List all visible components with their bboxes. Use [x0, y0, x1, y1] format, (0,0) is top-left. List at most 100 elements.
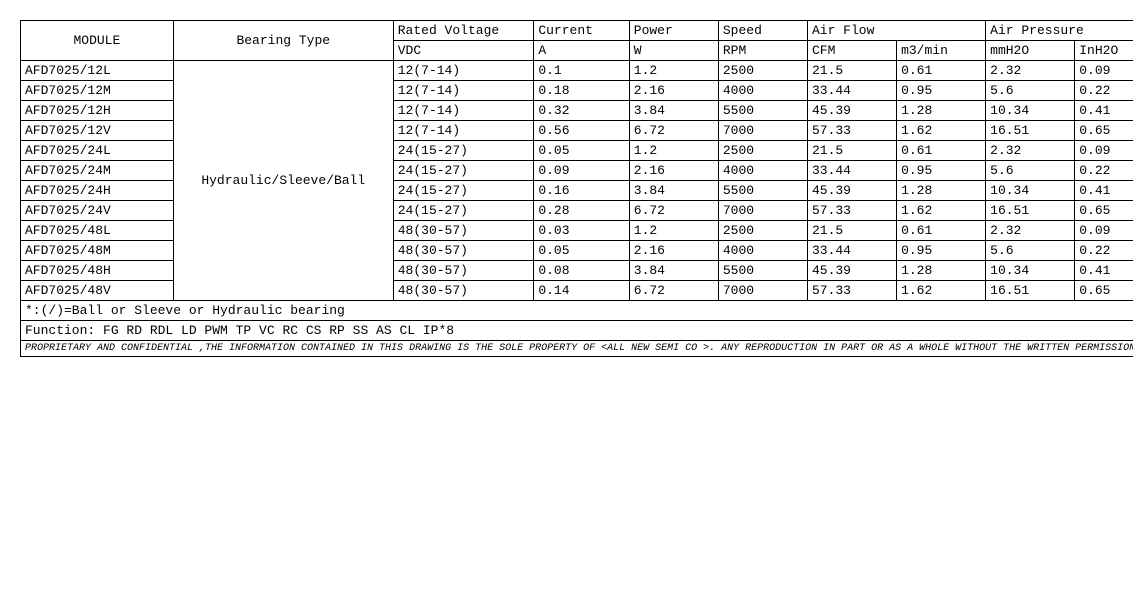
current-cell: 0.18	[534, 81, 629, 101]
module-cell: AFD7025/24H	[21, 181, 174, 201]
voltage-cell: 48(30-57)	[393, 261, 534, 281]
module-cell: AFD7025/48H	[21, 261, 174, 281]
cfm-cell: 45.39	[807, 261, 896, 281]
current-cell: 0.1	[534, 61, 629, 81]
footer-note-2-row: Function: FG RD RDL LD PWM TP VC RC CS R…	[21, 321, 1133, 341]
power-cell: 6.72	[629, 121, 718, 141]
voltage-cell: 12(7-14)	[393, 61, 534, 81]
speed-cell: 4000	[718, 161, 807, 181]
mmh2o-cell: 5.6	[986, 81, 1075, 101]
header-row-1: MODULE Bearing Type Rated Voltage Curren…	[21, 21, 1133, 41]
spec-table: MODULE Bearing Type Rated Voltage Curren…	[20, 20, 1133, 357]
mmh2o-cell: 5.6	[986, 161, 1075, 181]
unit-current: A	[534, 41, 629, 61]
m3min-cell: 1.28	[897, 101, 986, 121]
speed-cell: 2500	[718, 221, 807, 241]
m3min-cell: 1.62	[897, 281, 986, 301]
inh2o-cell: 0.41	[1075, 101, 1133, 121]
table-row: AFD7025/12LHydraulic/Sleeve/Ball12(7-14)…	[21, 61, 1133, 81]
voltage-cell: 48(30-57)	[393, 241, 534, 261]
header-power: Power	[629, 21, 718, 41]
power-cell: 3.84	[629, 261, 718, 281]
header-airflow: Air Flow	[807, 21, 985, 41]
cfm-cell: 21.5	[807, 221, 896, 241]
power-cell: 1.2	[629, 141, 718, 161]
inh2o-cell: 0.09	[1075, 141, 1133, 161]
mmh2o-cell: 16.51	[986, 281, 1075, 301]
inh2o-cell: 0.65	[1075, 281, 1133, 301]
current-cell: 0.16	[534, 181, 629, 201]
speed-cell: 7000	[718, 121, 807, 141]
unit-power: W	[629, 41, 718, 61]
mmh2o-cell: 16.51	[986, 121, 1075, 141]
inh2o-cell: 0.22	[1075, 241, 1133, 261]
module-cell: AFD7025/12M	[21, 81, 174, 101]
speed-cell: 4000	[718, 241, 807, 261]
mmh2o-cell: 2.32	[986, 61, 1075, 81]
footer-note-1: *:(/)=Ball or Sleeve or Hydraulic bearin…	[21, 301, 1133, 321]
voltage-cell: 12(7-14)	[393, 121, 534, 141]
cfm-cell: 57.33	[807, 201, 896, 221]
inh2o-cell: 0.22	[1075, 161, 1133, 181]
mmh2o-cell: 2.32	[986, 141, 1075, 161]
power-cell: 1.2	[629, 221, 718, 241]
footer-note-1-row: *:(/)=Ball or Sleeve or Hydraulic bearin…	[21, 301, 1133, 321]
module-cell: AFD7025/48L	[21, 221, 174, 241]
m3min-cell: 1.28	[897, 261, 986, 281]
cfm-cell: 21.5	[807, 61, 896, 81]
module-cell: AFD7025/48M	[21, 241, 174, 261]
cfm-cell: 33.44	[807, 161, 896, 181]
voltage-cell: 24(15-27)	[393, 201, 534, 221]
header-module: MODULE	[21, 21, 174, 61]
speed-cell: 5500	[718, 101, 807, 121]
power-cell: 6.72	[629, 201, 718, 221]
current-cell: 0.28	[534, 201, 629, 221]
current-cell: 0.09	[534, 161, 629, 181]
voltage-cell: 48(30-57)	[393, 221, 534, 241]
current-cell: 0.56	[534, 121, 629, 141]
m3min-cell: 0.95	[897, 161, 986, 181]
m3min-cell: 0.61	[897, 141, 986, 161]
power-cell: 6.72	[629, 281, 718, 301]
speed-cell: 5500	[718, 261, 807, 281]
power-cell: 2.16	[629, 161, 718, 181]
mmh2o-cell: 16.51	[986, 201, 1075, 221]
module-cell: AFD7025/12L	[21, 61, 174, 81]
voltage-cell: 24(15-27)	[393, 161, 534, 181]
mmh2o-cell: 10.34	[986, 181, 1075, 201]
current-cell: 0.05	[534, 141, 629, 161]
inh2o-cell: 0.41	[1075, 261, 1133, 281]
module-cell: AFD7025/48V	[21, 281, 174, 301]
unit-cfm: CFM	[807, 41, 896, 61]
inh2o-cell: 0.09	[1075, 221, 1133, 241]
speed-cell: 4000	[718, 81, 807, 101]
voltage-cell: 24(15-27)	[393, 141, 534, 161]
header-pressure: Air Pressure	[986, 21, 1133, 41]
cfm-cell: 57.33	[807, 281, 896, 301]
speed-cell: 7000	[718, 281, 807, 301]
power-cell: 1.2	[629, 61, 718, 81]
module-cell: AFD7025/24M	[21, 161, 174, 181]
cfm-cell: 45.39	[807, 181, 896, 201]
header-speed: Speed	[718, 21, 807, 41]
m3min-cell: 1.62	[897, 121, 986, 141]
cfm-cell: 21.5	[807, 141, 896, 161]
voltage-cell: 24(15-27)	[393, 181, 534, 201]
current-cell: 0.05	[534, 241, 629, 261]
header-current: Current	[534, 21, 629, 41]
inh2o-cell: 0.41	[1075, 181, 1133, 201]
unit-voltage: VDC	[393, 41, 534, 61]
footer-disclaimer: PROPRIETARY AND CONFIDENTIAL ,THE INFORM…	[21, 341, 1133, 357]
mmh2o-cell: 5.6	[986, 241, 1075, 261]
module-cell: AFD7025/24L	[21, 141, 174, 161]
inh2o-cell: 0.22	[1075, 81, 1133, 101]
m3min-cell: 0.95	[897, 81, 986, 101]
header-voltage: Rated Voltage	[393, 21, 534, 41]
module-cell: AFD7025/12V	[21, 121, 174, 141]
unit-speed: RPM	[718, 41, 807, 61]
cfm-cell: 33.44	[807, 241, 896, 261]
unit-inh2o: InH2O	[1075, 41, 1133, 61]
header-bearing: Bearing Type	[173, 21, 393, 61]
bearing-type-cell: Hydraulic/Sleeve/Ball	[173, 61, 393, 301]
current-cell: 0.03	[534, 221, 629, 241]
